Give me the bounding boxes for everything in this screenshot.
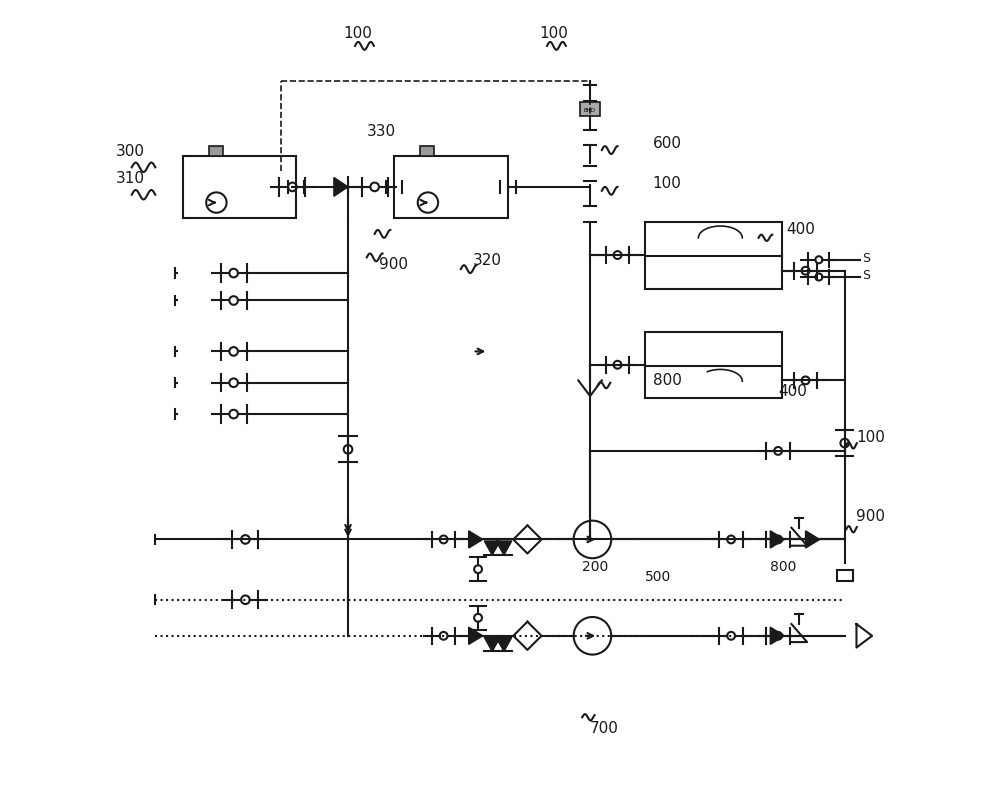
Polygon shape [770, 531, 784, 548]
Polygon shape [484, 541, 500, 555]
Bar [837, 570, 853, 581]
Polygon shape [469, 627, 483, 645]
Text: S: S [862, 269, 870, 282]
Text: 100: 100 [653, 177, 682, 192]
Text: 310: 310 [116, 171, 145, 186]
Bar [420, 146, 434, 155]
Bar [645, 332, 782, 398]
Text: 500: 500 [645, 570, 671, 584]
Bar [580, 103, 600, 116]
Text: 400: 400 [778, 384, 807, 399]
Polygon shape [770, 627, 784, 645]
Text: 200: 200 [582, 559, 609, 574]
Text: 800: 800 [653, 373, 682, 388]
Bar [645, 222, 782, 289]
Text: 400: 400 [786, 222, 815, 237]
Bar [209, 146, 223, 155]
Text: BHD: BHD [584, 108, 596, 114]
Text: 900: 900 [856, 510, 885, 525]
Polygon shape [469, 531, 483, 548]
Text: 800: 800 [770, 559, 797, 574]
Text: 330: 330 [367, 124, 396, 139]
Polygon shape [806, 531, 820, 548]
Text: 600: 600 [653, 136, 682, 151]
Polygon shape [496, 541, 512, 555]
Polygon shape [334, 178, 348, 196]
Text: 100: 100 [343, 26, 372, 41]
Text: 100: 100 [856, 429, 885, 444]
Text: 900: 900 [379, 257, 408, 272]
Polygon shape [484, 638, 500, 652]
Text: 320: 320 [473, 253, 502, 268]
Text: 300: 300 [116, 144, 145, 159]
Bar [394, 155, 508, 219]
Text: S: S [862, 252, 870, 265]
Text: 100: 100 [539, 26, 568, 41]
Text: 700: 700 [590, 721, 619, 736]
Bar [183, 155, 296, 219]
Polygon shape [496, 638, 512, 652]
